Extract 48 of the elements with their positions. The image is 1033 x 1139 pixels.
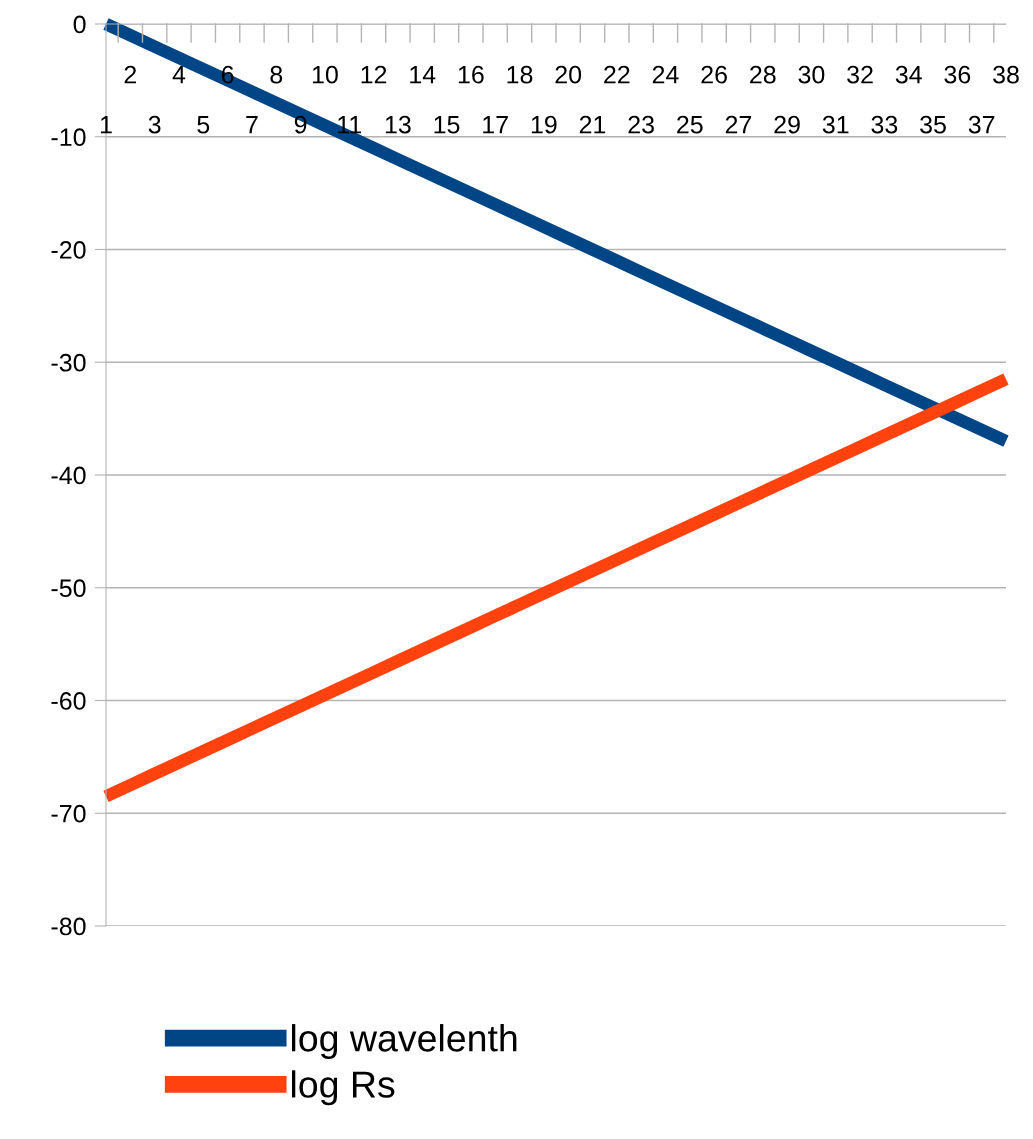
y-tick-label: -30 (51, 353, 86, 372)
legend-label: log wavelenth (291, 1024, 517, 1060)
x-tick-label: 21 (579, 115, 606, 134)
x-tick-label: 15 (434, 116, 460, 134)
x-tick-label: 27 (725, 115, 752, 134)
x-tick-label: 36 (944, 65, 971, 84)
x-tick-label: 38 (993, 65, 1019, 84)
legend-label: log Rs (291, 1070, 395, 1106)
y-tick-label: -40 (51, 466, 86, 485)
x-tick-label: 26 (701, 65, 727, 84)
x-tick-label: 4 (172, 66, 186, 84)
x-tick-label: 13 (385, 115, 411, 134)
x-tick-label: 29 (774, 115, 800, 134)
x-tick-label: 18 (507, 65, 533, 84)
x-tick-label: 14 (410, 66, 436, 84)
x-tick-label: 32 (847, 65, 873, 84)
x-tick-label: 3 (148, 115, 161, 134)
y-tick-label: -20 (51, 241, 86, 259)
y-tick-label: -80 (51, 917, 86, 936)
x-tick-label: 31 (822, 115, 849, 134)
y-tick-label: -70 (51, 804, 86, 823)
x-tick-label: 24 (652, 65, 679, 84)
x-tick-label: 16 (458, 65, 484, 84)
x-tick-label: 37 (968, 115, 995, 134)
x-tick-label: 35 (920, 115, 946, 134)
x-tick-label: 30 (798, 65, 825, 84)
x-tick-label: 20 (555, 65, 582, 84)
y-tick-label: -60 (51, 692, 86, 710)
y-tick-label: -50 (51, 579, 86, 598)
x-tick-label: 22 (604, 65, 630, 84)
x-tick-label: 17 (483, 116, 508, 134)
x-tick-label: 23 (628, 115, 654, 134)
y-tick-label: 0 (73, 15, 86, 34)
x-tick-label: 1 (100, 116, 112, 134)
x-tick-label: 8 (270, 65, 283, 84)
x-tick-label: 10 (312, 65, 338, 84)
x-tick-label: 33 (871, 115, 898, 134)
x-tick-label: 11 (338, 116, 362, 134)
x-tick-label: 7 (246, 116, 258, 134)
x-tick-label: 2 (124, 65, 137, 84)
x-tick-label: 25 (677, 115, 703, 134)
x-tick-label: 28 (750, 65, 776, 84)
x-tick-label: 5 (197, 116, 210, 134)
y-tick-label: -10 (51, 128, 86, 147)
x-tick-label: 12 (361, 65, 387, 84)
x-tick-label: 9 (294, 115, 307, 134)
x-tick-label: 19 (531, 115, 557, 134)
x-tick-label: 34 (895, 65, 922, 84)
